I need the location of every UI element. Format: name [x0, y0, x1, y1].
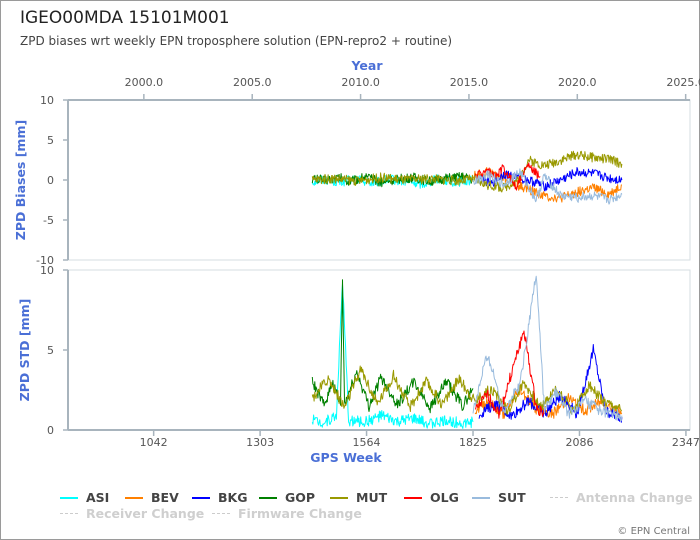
bias-series-sut: [472, 168, 623, 205]
bias-series-mut: [311, 150, 623, 193]
bias-y-tick-label: 5: [47, 134, 54, 147]
legend-label: BKG: [218, 490, 248, 505]
bias-y-tick-label: -10: [36, 254, 54, 267]
legend-swatch: [550, 497, 568, 498]
legend-swatch: [60, 513, 78, 514]
legend-label: BEV: [151, 490, 179, 505]
legend-label: MUT: [356, 490, 388, 505]
legend-label: GOP: [285, 490, 316, 505]
year-tick-label: 2010.0: [341, 76, 380, 89]
legend-swatch: [330, 496, 348, 499]
bias-y-tick-label: 10: [40, 94, 54, 107]
legend-item-gop[interactable]: GOP: [259, 490, 315, 505]
std-y-tick-label: 10: [40, 264, 54, 277]
year-axis-title: Year: [351, 58, 384, 73]
legend-label: Antenna Change: [576, 490, 693, 505]
legend-label: Receiver Change: [86, 506, 205, 521]
bias-series-olg: [474, 162, 541, 191]
week-tick-label: 1042: [140, 436, 168, 449]
page-subtitle: ZPD biases wrt weekly EPN troposphere so…: [20, 34, 453, 48]
week-tick-label: 2086: [565, 436, 593, 449]
week-tick-label: 1825: [459, 436, 487, 449]
legend-swatch: [259, 496, 277, 499]
legend-item-antenna-change[interactable]: Antenna Change: [550, 490, 692, 505]
bias-series-bkg: [478, 167, 623, 192]
legend-label: Firmware Change: [238, 506, 362, 521]
year-tick-label: 2020.0: [558, 76, 597, 89]
year-tick-label: 2005.0: [233, 76, 272, 89]
std-y-tick-label: 0: [47, 424, 54, 437]
year-tick-label: 2015.0: [450, 76, 489, 89]
std-y-tick-label: 5: [47, 344, 54, 357]
std-series-mut: [311, 365, 622, 416]
year-tick-label: 2000.0: [125, 76, 164, 89]
bias-y-tick-label: -5: [43, 214, 54, 227]
legend-label: ASI: [86, 490, 110, 505]
week-axis-title: GPS Week: [310, 450, 382, 465]
bias-series-asi: [311, 174, 474, 189]
week-tick-label: 1303: [246, 436, 274, 449]
legend-label: OLG: [430, 490, 459, 505]
legend-item-bkg[interactable]: BKG: [192, 490, 247, 505]
legend-swatch: [125, 496, 143, 499]
legend-swatch: [472, 496, 490, 499]
legend-item-mut[interactable]: MUT: [330, 490, 387, 505]
legend-swatch: [404, 496, 422, 499]
bias-y-tick-label: 0: [47, 174, 54, 187]
std-series-sut: [472, 275, 623, 422]
week-tick-label: 2347: [672, 436, 700, 449]
legend-label: SUT: [498, 490, 526, 505]
std-series-olg: [474, 330, 545, 419]
page-title: IGEO00MDA 15101M001: [20, 8, 230, 28]
legend-swatch: [60, 496, 78, 499]
week-tick-label: 1564: [353, 436, 381, 449]
bias-y-axis-title: ZPD Biases [mm]: [13, 120, 28, 240]
legend-item-bev[interactable]: BEV: [125, 490, 179, 505]
copyright: © EPN Central: [617, 526, 690, 537]
std-y-axis-title: ZPD STD [mm]: [17, 299, 32, 402]
legend-swatch: [212, 513, 230, 514]
legend-item-olg[interactable]: OLG: [404, 490, 459, 505]
legend-item-receiver-change[interactable]: Receiver Change: [60, 506, 204, 521]
std-series-asi: [311, 283, 474, 429]
std-panel: 10 5 0 ZPD STD [mm] 1042 1303 1564 1825 2086 2347…: [17, 264, 700, 465]
legend-item-firmware-change[interactable]: Firmware Change: [212, 506, 362, 521]
legend-item-asi[interactable]: ASI: [60, 490, 109, 505]
bias-panel: 2000.0 2005.0 2010.0 2015.0 2020.0 2025.0 Year…: [13, 58, 700, 267]
legend-item-sut[interactable]: SUT: [472, 490, 526, 505]
year-tick-label: 2025.0: [666, 76, 700, 89]
legend-swatch: [192, 496, 210, 499]
